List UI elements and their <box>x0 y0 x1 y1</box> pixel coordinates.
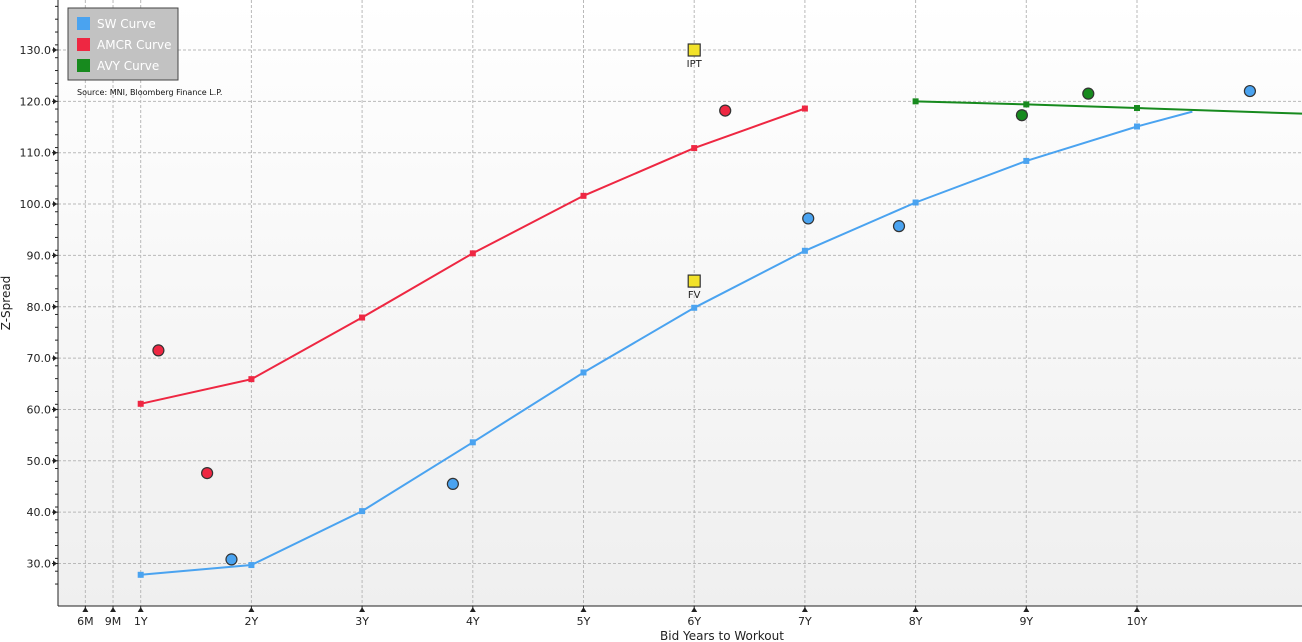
y-tick-arrow <box>53 509 57 516</box>
y-tick-label: 30.0 <box>27 558 52 571</box>
y-tick-label: 80.0 <box>27 301 52 314</box>
source-note: Source: MNI, Bloomberg Finance L.P. <box>77 88 222 97</box>
avy-curve-point <box>912 98 919 105</box>
legend-swatch-avy-curve <box>77 59 90 72</box>
amcr-curve-bond-point[interactable] <box>719 104 732 117</box>
series-layer <box>137 84 1302 578</box>
y-tick-arrow <box>53 457 57 464</box>
x-tick-label: 6M <box>77 615 94 628</box>
legend-swatch-sw-curve <box>77 17 90 30</box>
x-tick-label: 3Y <box>355 615 369 628</box>
sw-curve-point <box>801 247 808 254</box>
y-tick-arrow <box>53 98 57 105</box>
amcr-curve-point <box>137 400 144 407</box>
sw-curve-bond-point[interactable] <box>446 477 459 491</box>
sw-curve-point <box>248 562 255 569</box>
y-tick-label: 40.0 <box>27 506 52 519</box>
legend: SW Curve AMCR Curve AVY Curve <box>67 7 179 81</box>
x-tick-label: 5Y <box>577 615 591 628</box>
y-tick-arrow <box>53 149 57 156</box>
x-tick-arrow <box>359 607 366 612</box>
x-tick-label: 8Y <box>909 615 923 628</box>
x-tick-label: 1Y <box>134 615 148 628</box>
sw-curve-point <box>469 439 476 446</box>
grid-lines <box>58 0 1302 606</box>
fv-label: FV <box>688 290 701 301</box>
avy-curve-point <box>1023 101 1030 108</box>
x-tick-label: 9M <box>105 615 122 628</box>
x-tick-arrow <box>137 607 144 612</box>
avy-curve-bond-point[interactable] <box>1082 87 1095 100</box>
y-tick-arrow <box>53 560 57 567</box>
sw-curve-point <box>359 508 366 515</box>
x-tick-arrow <box>248 607 255 612</box>
y-tick-arrow <box>53 406 57 413</box>
y-tick-arrow <box>53 355 57 362</box>
avy-curve-point <box>1134 105 1140 112</box>
legend-swatch-amcr-curve <box>77 38 90 51</box>
sw-curve-point <box>137 571 144 578</box>
x-tick-label: 2Y <box>245 615 259 628</box>
sw-curve-point <box>580 369 587 376</box>
legend-label-sw-curve: SW Curve <box>97 17 156 31</box>
sw-curve-point <box>691 304 698 311</box>
ipt-marker[interactable] <box>687 43 701 57</box>
sw-curve-point <box>1023 157 1030 164</box>
x-tick-label: 10Y <box>1127 615 1148 628</box>
x-axis-title: Bid Years to Workout <box>660 629 784 642</box>
sw-curve-bond-point[interactable] <box>225 553 238 566</box>
x-tick-label: 7Y <box>798 615 812 628</box>
amcr-curve-point <box>359 314 366 321</box>
x-tick-arrow <box>1134 607 1140 612</box>
x-tick-arrow <box>691 607 698 612</box>
fv-marker[interactable] <box>687 274 701 288</box>
x-tick-arrow <box>1023 607 1030 612</box>
sw-curve-point <box>1134 123 1140 130</box>
amcr-curve-point <box>248 376 255 383</box>
y-tick-label: 100.0 <box>20 198 52 211</box>
x-tick-label: 6Y <box>687 615 701 628</box>
amcr-curve-bond-point[interactable] <box>152 344 165 357</box>
sw-curve-bond-point[interactable] <box>802 212 815 225</box>
avy-curve-bond-point[interactable] <box>1015 109 1028 122</box>
axes: 30.0 40.0 50.0 60.0 70.0 80.0 90.0 100.0 110.0 12… <box>20 0 1302 628</box>
sw-curve-point <box>912 199 919 206</box>
ipt-label: IPT <box>687 59 703 70</box>
y-tick-arrow <box>53 201 57 208</box>
amcr-curve-point <box>469 250 476 257</box>
legend-label-amcr-curve: AMCR Curve <box>97 38 172 52</box>
y-tick-label: 60.0 <box>27 403 52 416</box>
y-tick-label: 120.0 <box>20 95 52 108</box>
y-axis-title: Z-Spread <box>0 276 13 331</box>
amcr-curve-point <box>691 145 698 152</box>
x-tick-label: 4Y <box>466 615 480 628</box>
x-tick-arrow <box>801 607 808 612</box>
y-tick-arrow <box>53 303 57 310</box>
y-tick-label: 110.0 <box>20 147 52 160</box>
amcr-curve-point <box>801 105 808 112</box>
x-tick-arrow <box>82 607 89 612</box>
y-tick-label: 130.0 <box>20 44 52 57</box>
legend-label-avy-curve: AVY Curve <box>97 59 159 73</box>
y-tick-arrow <box>53 47 57 53</box>
x-tick-arrow <box>110 607 117 612</box>
y-tick-label: 70.0 <box>27 352 52 365</box>
y-tick-label: 50.0 <box>27 455 52 468</box>
avy-curve-line <box>915 100 1302 115</box>
plot-area <box>58 0 1302 606</box>
sw-curve-bond-point[interactable] <box>1243 84 1257 98</box>
amcr-curve-point <box>580 192 587 199</box>
amcr-curve-bond-point[interactable] <box>201 467 214 480</box>
sw-curve-bond-point[interactable] <box>892 220 906 233</box>
x-tick-arrow <box>580 607 587 612</box>
x-tick-arrow <box>469 607 476 612</box>
x-tick-label: 9Y <box>1019 615 1033 628</box>
x-tick-arrow <box>912 607 919 612</box>
y-tick-label: 90.0 <box>27 249 52 262</box>
annotation-layer: IPT FV <box>687 43 703 301</box>
y-tick-arrow <box>53 252 57 259</box>
